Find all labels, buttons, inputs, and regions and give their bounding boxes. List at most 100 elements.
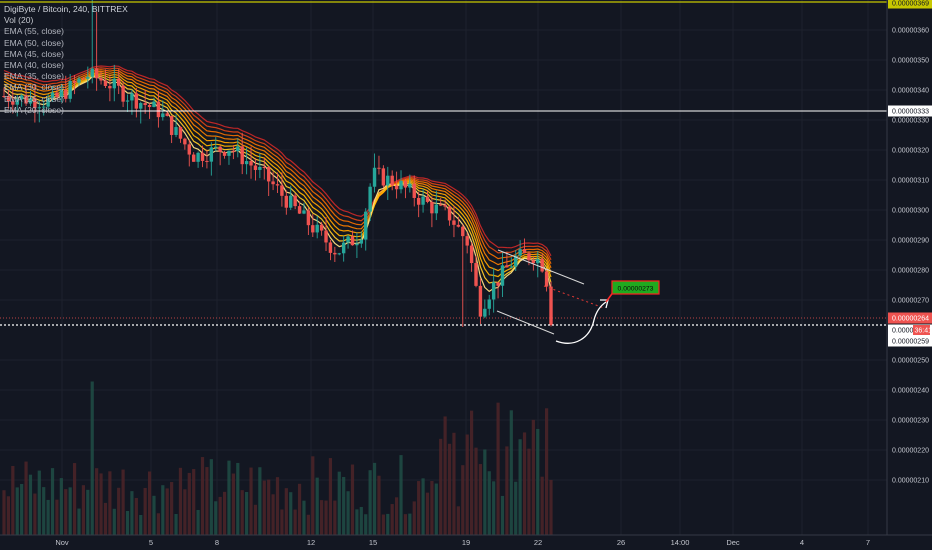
candle-body-47 (209, 147, 214, 162)
candle-body-87 (386, 175, 390, 186)
volume-bar-1 (6, 496, 11, 535)
volume-bar-59 (262, 480, 266, 535)
volume-bar-52 (231, 473, 235, 535)
price-tick-label: 0.00000360 (892, 28, 929, 35)
candle-body-9 (42, 106, 46, 108)
time-tick-label: 22 (534, 538, 542, 547)
candle-body-31 (139, 103, 143, 109)
candle-body-68 (302, 210, 306, 214)
candle-body-24 (108, 85, 112, 89)
price-tick-label: 0.00000220 (892, 448, 929, 455)
volume-bar-2 (11, 465, 15, 535)
volume-bar-72 (320, 500, 324, 535)
price-tag-resistance: 0.00000333 (892, 109, 929, 116)
volume-bar-101 (447, 443, 452, 535)
candle-body-60 (266, 167, 271, 182)
time-axis-bg (0, 535, 932, 550)
candle-body-34 (152, 101, 156, 108)
price-tag-support-bg (888, 335, 932, 347)
candle-body-51 (227, 150, 231, 156)
candle-body-116 (514, 255, 518, 267)
volume-bar-0 (2, 490, 6, 535)
annotations: 0.00000273 (496, 249, 660, 344)
volume-bar-99 (439, 438, 443, 535)
legend-indicator-ema25[interactable]: EMA (25, close) (4, 93, 64, 104)
candle-body-118 (522, 249, 527, 254)
price-tick-label: 0.00000320 (892, 148, 929, 155)
volume-bar-43 (192, 469, 196, 535)
candle-body-70 (311, 225, 315, 233)
volume-bar-30 (134, 497, 138, 535)
volume-bar-35 (156, 513, 160, 535)
volume-bar-27 (121, 469, 125, 535)
volume-bar-61 (271, 494, 275, 535)
volume-bar-40 (178, 467, 183, 535)
volume-bar-109 (483, 449, 487, 535)
volume-bar-50 (222, 491, 227, 535)
candle-body-106 (469, 245, 474, 264)
levels (0, 1, 887, 326)
price-tick-label: 0.00000310 (892, 178, 929, 185)
candle-body-21 (94, 68, 99, 79)
legend-symbol[interactable]: DigiByte / Bitcoin, 240, BITTREX (4, 4, 128, 14)
volume-bar-116 (514, 481, 518, 535)
candle-body-19 (86, 76, 90, 79)
legend-indicator-vol[interactable]: Vol (20) (4, 15, 34, 26)
ema-line-55 (3, 65, 552, 257)
time-axis[interactable]: Nov 5 8 12 15 19 22 26 14:00 Dec 4 7 (0, 534, 932, 550)
legend-indicator-ema40[interactable]: EMA (40, close) (4, 60, 64, 71)
candle-body-53 (236, 146, 240, 151)
countdown-box (913, 325, 930, 335)
bounce-arrow-curve (555, 301, 607, 344)
candle-body-100 (443, 204, 447, 207)
volume-bar-108 (478, 464, 483, 535)
volume-bar-113 (500, 495, 505, 535)
volume-bar-75 (333, 500, 337, 535)
candle-body-86 (381, 168, 386, 186)
volume-bar-56 (249, 467, 253, 535)
legend-indicator-ema20[interactable]: EMA (20, close) (4, 104, 64, 115)
time-tick-label: 8 (215, 538, 219, 547)
volume-bar-84 (372, 462, 377, 535)
volume-bar-82 (364, 514, 368, 535)
candle-body-57 (253, 165, 258, 170)
time-tick-label: 26 (617, 538, 625, 547)
volume-bar-22 (99, 473, 103, 535)
candle-body-52 (231, 150, 236, 152)
candle-body-13 (59, 89, 64, 98)
volume-bar-92 (408, 513, 412, 535)
candle-body-67 (297, 206, 302, 214)
volume-bar-9 (42, 487, 46, 535)
candle-body-88 (390, 175, 394, 186)
legend-indicator-ema45[interactable]: EMA (45, close) (4, 48, 64, 59)
candle-body-81 (359, 239, 364, 244)
volume-bar-93 (412, 501, 416, 535)
candle-body-89 (394, 185, 399, 190)
volume-bar-117 (518, 439, 522, 535)
volume-bar-47 (209, 459, 213, 535)
candle-body-74 (328, 242, 333, 253)
candle-body-1 (6, 96, 11, 102)
legend-indicator-ema30[interactable]: EMA (30, close) (4, 82, 64, 93)
volume-bar-77 (342, 476, 346, 535)
legend-indicator-ema55[interactable]: EMA (55, close) (4, 26, 64, 37)
candle-body-40 (178, 127, 183, 139)
candle-body-99 (439, 204, 443, 206)
grid (0, 0, 887, 535)
volume-bar-51 (227, 460, 231, 535)
volume-bar-78 (346, 491, 350, 535)
volume-bar-121 (536, 428, 540, 535)
volume-bar-5 (24, 461, 28, 535)
candle-body-115 (509, 266, 513, 268)
price-axis[interactable]: 0.00000360 0.00000350 0.00000340 0.00000330… (886, 0, 932, 550)
price-tick-label: 0.00000250 (892, 358, 929, 365)
candle-body-120 (531, 260, 536, 264)
legend-indicator-ema35[interactable]: EMA (35, close) (4, 71, 64, 82)
volume-bar-88 (390, 504, 394, 535)
legend-indicator-ema50[interactable]: EMA (50, close) (4, 37, 64, 48)
volume-bar-55 (245, 491, 249, 535)
volume-bar-98 (434, 483, 438, 535)
price-tick-label: 0.00000330 (892, 118, 929, 125)
volume-bar-95 (421, 478, 425, 535)
